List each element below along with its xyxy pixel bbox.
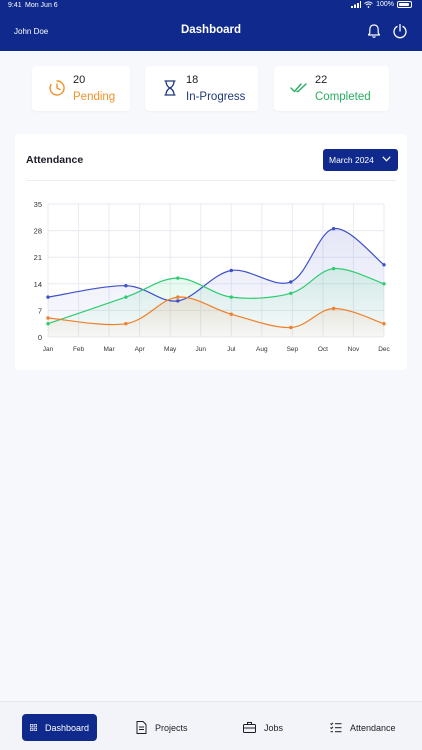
completed-label: Completed bbox=[315, 91, 371, 103]
in-progress-label: In-Progress bbox=[186, 91, 246, 103]
nav-dashboard[interactable]: Dashboard bbox=[22, 714, 97, 741]
month-dropdown-value: March 2024 bbox=[329, 155, 374, 165]
power-icon[interactable] bbox=[392, 23, 408, 39]
data-point bbox=[46, 316, 50, 320]
hourglass-icon bbox=[164, 80, 176, 96]
data-point bbox=[382, 282, 386, 286]
divider bbox=[26, 180, 396, 181]
y-tick-label: 0 bbox=[38, 333, 42, 342]
x-tick-label: Nov bbox=[348, 346, 360, 353]
y-tick-label: 28 bbox=[34, 227, 42, 236]
y-tick-label: 21 bbox=[34, 253, 42, 262]
x-tick-label: Sep bbox=[287, 346, 299, 353]
series-area bbox=[48, 268, 384, 337]
x-tick-label: Jun bbox=[195, 346, 206, 353]
pending-card[interactable]: 20 Pending bbox=[32, 66, 130, 111]
month-dropdown[interactable]: March 2024 bbox=[323, 149, 398, 171]
wifi-icon bbox=[364, 1, 373, 8]
attendance-title: Attendance bbox=[26, 154, 84, 166]
y-tick-label: 14 bbox=[34, 280, 42, 289]
x-tick-label: Apr bbox=[135, 346, 146, 353]
completed-card[interactable]: 22 Completed bbox=[274, 66, 389, 111]
attendance-chart: 0 7 14 21 28 35 Jan Feb Mar Apr May Jun Jul Aug Sep Oct… bbox=[34, 200, 391, 353]
data-point bbox=[124, 322, 128, 326]
x-tick-label: Aug bbox=[256, 346, 268, 353]
bell-icon[interactable] bbox=[366, 23, 382, 39]
attendance-card: Attendance March 2024 0 7 14 21 28 35 Jan Feb Ma… bbox=[15, 134, 407, 370]
x-tick-label: Dec bbox=[378, 346, 390, 353]
pending-count: 20 bbox=[73, 74, 86, 86]
data-point bbox=[289, 325, 293, 330]
x-tick-label: Oct bbox=[318, 346, 328, 353]
data-point bbox=[46, 322, 50, 326]
bottom-nav: Dashboard Projects Jobs Attendance bbox=[0, 701, 422, 750]
nav-attendance-label: Attendance bbox=[350, 722, 396, 733]
in-progress-count: 18 bbox=[186, 74, 199, 86]
signal-icon bbox=[351, 1, 362, 8]
pending-label: Pending bbox=[73, 91, 116, 103]
x-tick-label: Feb bbox=[73, 346, 85, 353]
x-tick-label: Mar bbox=[103, 346, 115, 353]
nav-jobs-label: Jobs bbox=[264, 722, 284, 733]
data-point bbox=[46, 295, 50, 299]
nav-jobs[interactable]: Jobs bbox=[243, 714, 283, 741]
clock-icon bbox=[49, 80, 65, 96]
data-point bbox=[331, 266, 336, 271]
double-check-icon bbox=[290, 83, 307, 93]
data-point bbox=[124, 295, 128, 299]
x-tick-label: Jan bbox=[43, 346, 54, 353]
data-point bbox=[229, 295, 233, 299]
data-point bbox=[289, 291, 293, 295]
series-area bbox=[48, 296, 384, 337]
data-point bbox=[331, 306, 336, 311]
data-point bbox=[176, 299, 180, 303]
completed-count: 22 bbox=[315, 74, 328, 86]
chevron-down-icon bbox=[382, 156, 391, 162]
nav-dashboard-label: Dashboard bbox=[44, 722, 89, 733]
document-icon bbox=[136, 721, 147, 734]
x-tick-label: Jul bbox=[227, 346, 236, 353]
data-point bbox=[289, 280, 293, 284]
y-tick-label: 35 bbox=[34, 200, 42, 209]
status-time: 9:41 bbox=[8, 2, 22, 9]
x-tick-label: May bbox=[164, 346, 177, 353]
user-name[interactable]: John Doe bbox=[14, 27, 49, 36]
status-indicators: 100% bbox=[351, 1, 412, 8]
data-point bbox=[176, 295, 180, 299]
data-point bbox=[382, 263, 386, 267]
data-point bbox=[229, 268, 233, 273]
briefcase-icon bbox=[243, 722, 256, 733]
nav-attendance[interactable]: Attendance bbox=[330, 714, 396, 741]
page-title: Dashboard bbox=[180, 24, 242, 36]
nav-projects[interactable]: Projects bbox=[136, 714, 188, 741]
status-date: Mon Jun 6 bbox=[25, 2, 58, 9]
status-bar: 9:41 Mon Jun 6 100% bbox=[0, 0, 422, 12]
checklist-icon bbox=[330, 722, 342, 733]
y-tick-label: 7 bbox=[38, 306, 42, 315]
data-point bbox=[331, 227, 336, 231]
battery-percent: 100% bbox=[376, 1, 394, 8]
battery-icon bbox=[397, 1, 412, 8]
grid-icon bbox=[30, 724, 37, 731]
nav-projects-label: Projects bbox=[155, 722, 188, 733]
data-point bbox=[229, 312, 233, 316]
in-progress-card[interactable]: 18 In-Progress bbox=[145, 66, 258, 111]
data-point bbox=[382, 322, 386, 326]
app-header: 9:41 Mon Jun 6 100% John Doe Dashboard bbox=[0, 0, 422, 51]
data-point bbox=[124, 284, 128, 288]
data-point bbox=[176, 276, 180, 280]
